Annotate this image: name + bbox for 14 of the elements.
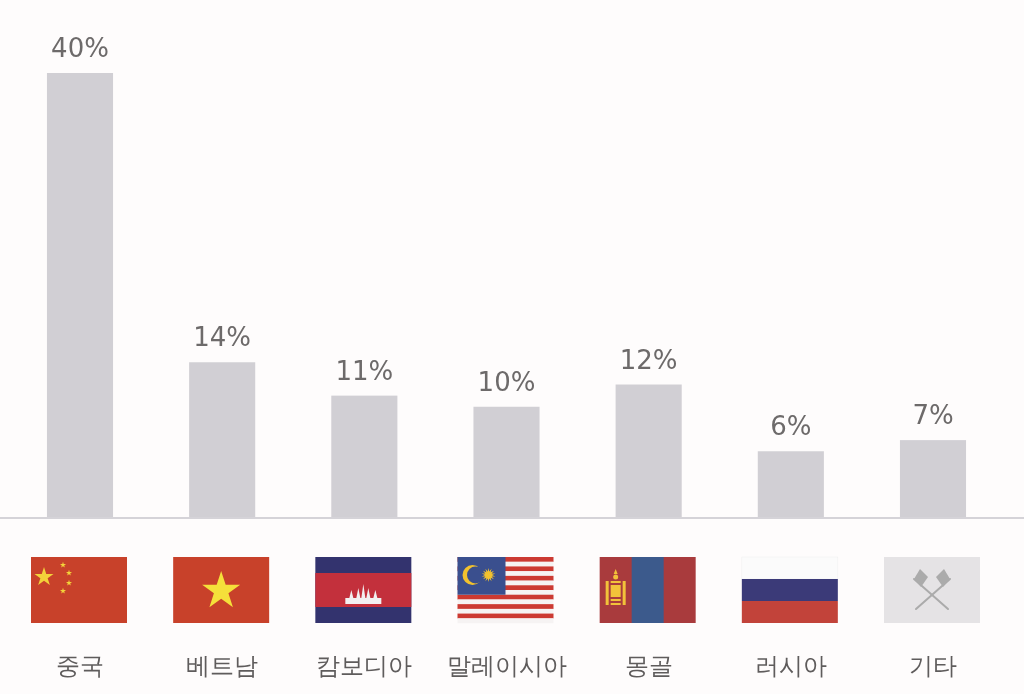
data-label: 12%	[619, 344, 678, 375]
data-label: 40%	[51, 33, 109, 63]
x-tick-label: 베트남	[186, 652, 259, 680]
data-label: 10%	[477, 366, 536, 397]
x-tick-label: 캄보디아	[316, 652, 413, 680]
data-label: 11%	[335, 355, 394, 386]
x-tick-label: 기타	[909, 652, 957, 680]
x-tick-label: 몽골	[624, 652, 673, 680]
data-label: 7%	[912, 400, 954, 431]
x-tick-label: 러시아	[754, 652, 827, 680]
x-tick-label: 중국	[56, 652, 104, 680]
data-label: 6%	[770, 411, 812, 442]
x-tick-label: 말레이시아	[446, 652, 567, 680]
data-label: 14%	[193, 322, 252, 353]
